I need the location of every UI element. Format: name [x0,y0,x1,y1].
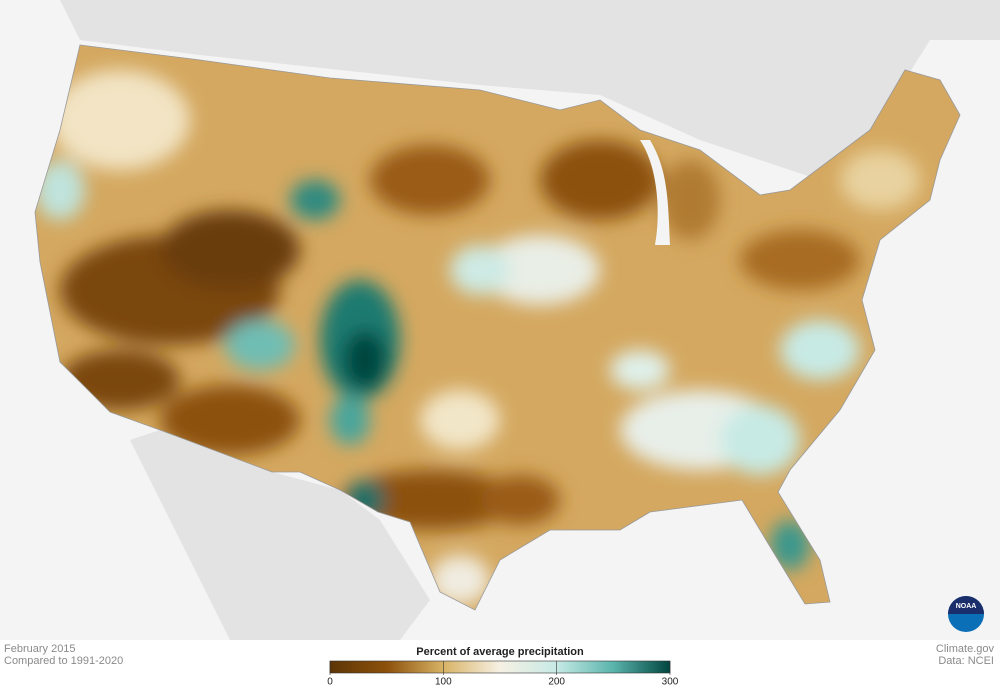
mexico [130,430,430,640]
data-credit: Data: NCEI [938,655,994,667]
lake-michigan [640,140,670,245]
color-bar [329,660,671,674]
tick-label: 200 [548,677,565,688]
us-outline [34,44,961,611]
tick-label: 100 [435,677,452,688]
legend: 0 100 200 300 [327,660,679,688]
legend-title: Percent of average precipitation [416,646,584,658]
canada [60,0,1000,180]
date: February 2015 [4,643,76,655]
noaa-text: NOAA [956,603,977,610]
baseline: Compared to 1991-2020 [4,655,123,667]
tick-label: 0 [327,677,333,688]
source: Climate.gov [936,643,995,655]
noaa-logo-top [948,596,984,614]
tick-label: 300 [662,677,679,688]
